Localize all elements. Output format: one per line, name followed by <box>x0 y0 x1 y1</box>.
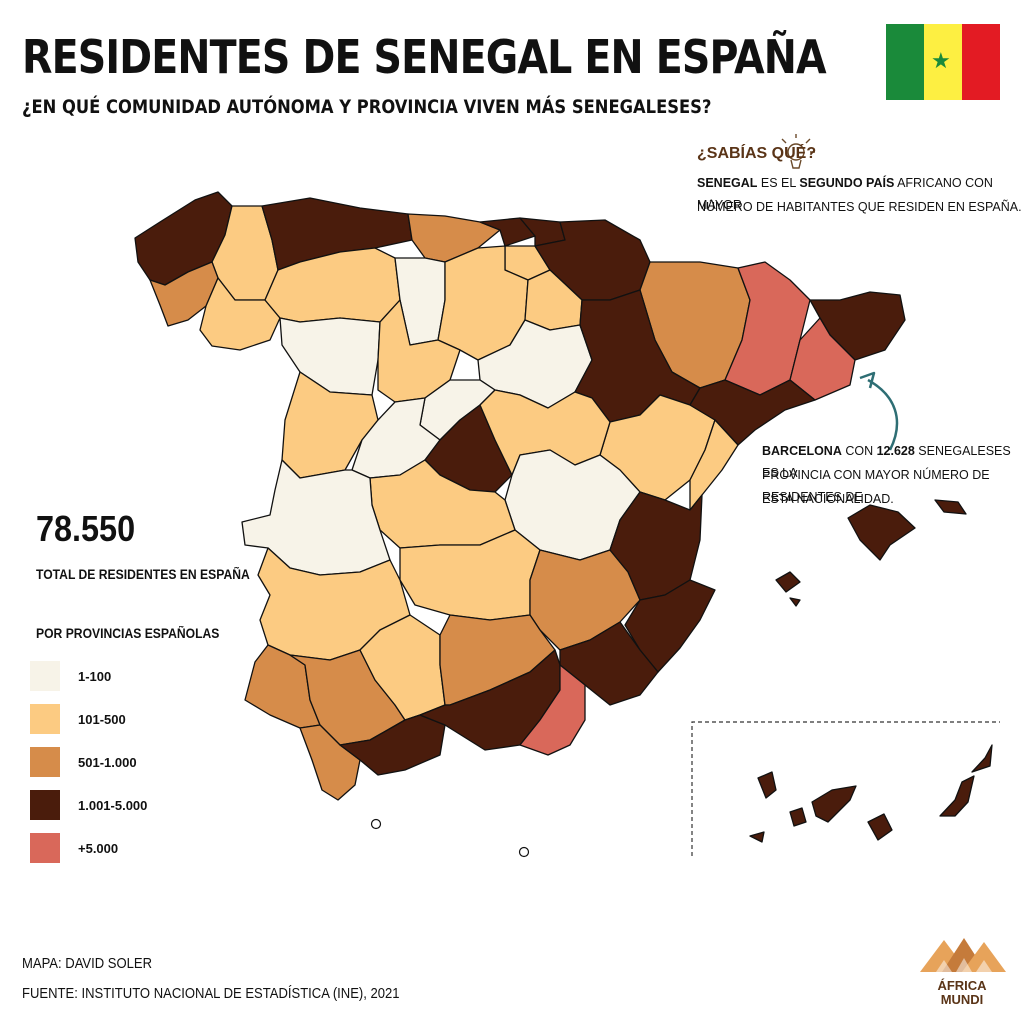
province-baleares-formentera <box>789 597 801 607</box>
fact-bold-segundo: SEGUNDO PAÍS <box>799 176 895 190</box>
map-title: RESIDENTES DE SENEGAL EN ESPAÑA <box>22 30 827 84</box>
legend-swatch <box>30 661 60 691</box>
callout-bold-barcelona: BARCELONA <box>762 444 842 458</box>
legend-swatch <box>30 747 60 777</box>
callout-arrowhead-icon <box>859 371 876 389</box>
province-alicante <box>624 579 716 673</box>
legend-title: POR PROVINCIAS ESPAÑOLAS <box>36 626 220 641</box>
province-ourense <box>199 277 281 351</box>
map-credit: MAPA: DAVID SOLER <box>22 956 153 972</box>
province-tarragona <box>689 379 816 446</box>
callout-line-2: PROVINCIA CON MAYOR NÚMERO DE RESIDENTES… <box>762 468 990 504</box>
province-canarias-gran-canaria <box>867 813 893 841</box>
legend-swatch <box>30 790 60 820</box>
legend-label: +5.000 <box>78 840 119 856</box>
logo-text-line-2: MUNDI <box>940 992 984 1007</box>
province-baleares-menorca <box>934 499 967 515</box>
legend-swatch <box>30 833 60 863</box>
callout-text: CON <box>841 444 877 458</box>
flag-red-stripe <box>962 24 1000 100</box>
province-baleares-ibiza <box>775 571 801 593</box>
callout-text: SENEGALESES ES LA <box>762 444 1011 480</box>
africa-mundi-logo: ÁFRICA MUNDI <box>916 932 1008 1007</box>
fact-bold-senegal: SENEGAL <box>697 176 758 190</box>
province-zamora <box>279 317 381 396</box>
melilla-marker <box>518 846 530 858</box>
star-icon: ★ <box>931 48 951 73</box>
province-almeria <box>519 664 586 756</box>
province-canarias-la-palma <box>757 771 777 799</box>
legend-label: 101-500 <box>78 711 126 727</box>
total-label: TOTAL DE RESIDENTES EN ESPAÑA <box>36 567 250 582</box>
total-value: 78.550 <box>36 508 136 549</box>
legend-label: 1-100 <box>78 668 112 684</box>
legend-item: 1.001-5.000 <box>30 790 147 820</box>
senegal-flag: ★ <box>886 24 1000 100</box>
province-toledo <box>369 459 516 549</box>
legend-swatch <box>30 704 60 734</box>
mountains-icon <box>920 938 1006 972</box>
legend-item: 101-500 <box>30 704 126 734</box>
callout-arrow <box>867 378 899 451</box>
province-canarias-fuerteventura <box>939 775 975 817</box>
province-baleares-mallorca <box>847 504 916 561</box>
province-malaga <box>339 714 446 776</box>
callout-line-3: ESTA NACIONALIDAD. <box>762 492 894 506</box>
flag-green-stripe <box>886 24 924 100</box>
province-cadiz <box>299 724 361 801</box>
legend-item: 1-100 <box>30 661 111 691</box>
legend-item: +5.000 <box>30 833 118 863</box>
flag-yellow-stripe <box>924 24 962 100</box>
fact-text: ES EL <box>757 176 800 190</box>
ceuta-marker <box>370 818 382 830</box>
canary-inset-frame <box>691 721 1000 856</box>
province-salamanca <box>281 371 379 479</box>
logo-text-line-1: ÁFRICA <box>937 978 987 993</box>
callout-line-1: BARCELONA CON 12.628 SENEGALESES ES LA <box>762 440 1024 484</box>
province-canarias-hierro <box>749 831 765 843</box>
province-canarias-tenerife <box>811 785 857 823</box>
province-canarias-gomera <box>789 807 807 827</box>
callout-bold-count: 12.628 <box>876 444 915 458</box>
map-subtitle: ¿EN QUÉ COMUNIDAD AUTÓNOMA Y PROVINCIA V… <box>22 96 712 118</box>
legend-label: 501-1.000 <box>78 754 137 770</box>
fact-heading: ¿SABÍAS QUÉ? <box>697 145 817 162</box>
lightbulb-icon <box>781 134 815 169</box>
source-credit: FUENTE: INSTITUTO NACIONAL DE ESTADÍSTIC… <box>22 986 400 1002</box>
province-valencia <box>609 491 703 601</box>
fact-text: AFRICANO CON MAYOR <box>697 176 993 212</box>
legend-item: 501-1.000 <box>30 747 137 777</box>
fact-line-2: NÚMERO DE HABITANTES QUE RESIDEN EN ESPA… <box>697 200 1022 214</box>
legend-label: 1.001-5.000 <box>78 797 148 813</box>
province-vizcaya <box>479 217 536 247</box>
fact-line-1: SENEGAL ES EL SEGUNDO PAÍS AFRICANO CON … <box>697 172 1024 216</box>
province-canarias-lanzarote <box>971 744 993 773</box>
